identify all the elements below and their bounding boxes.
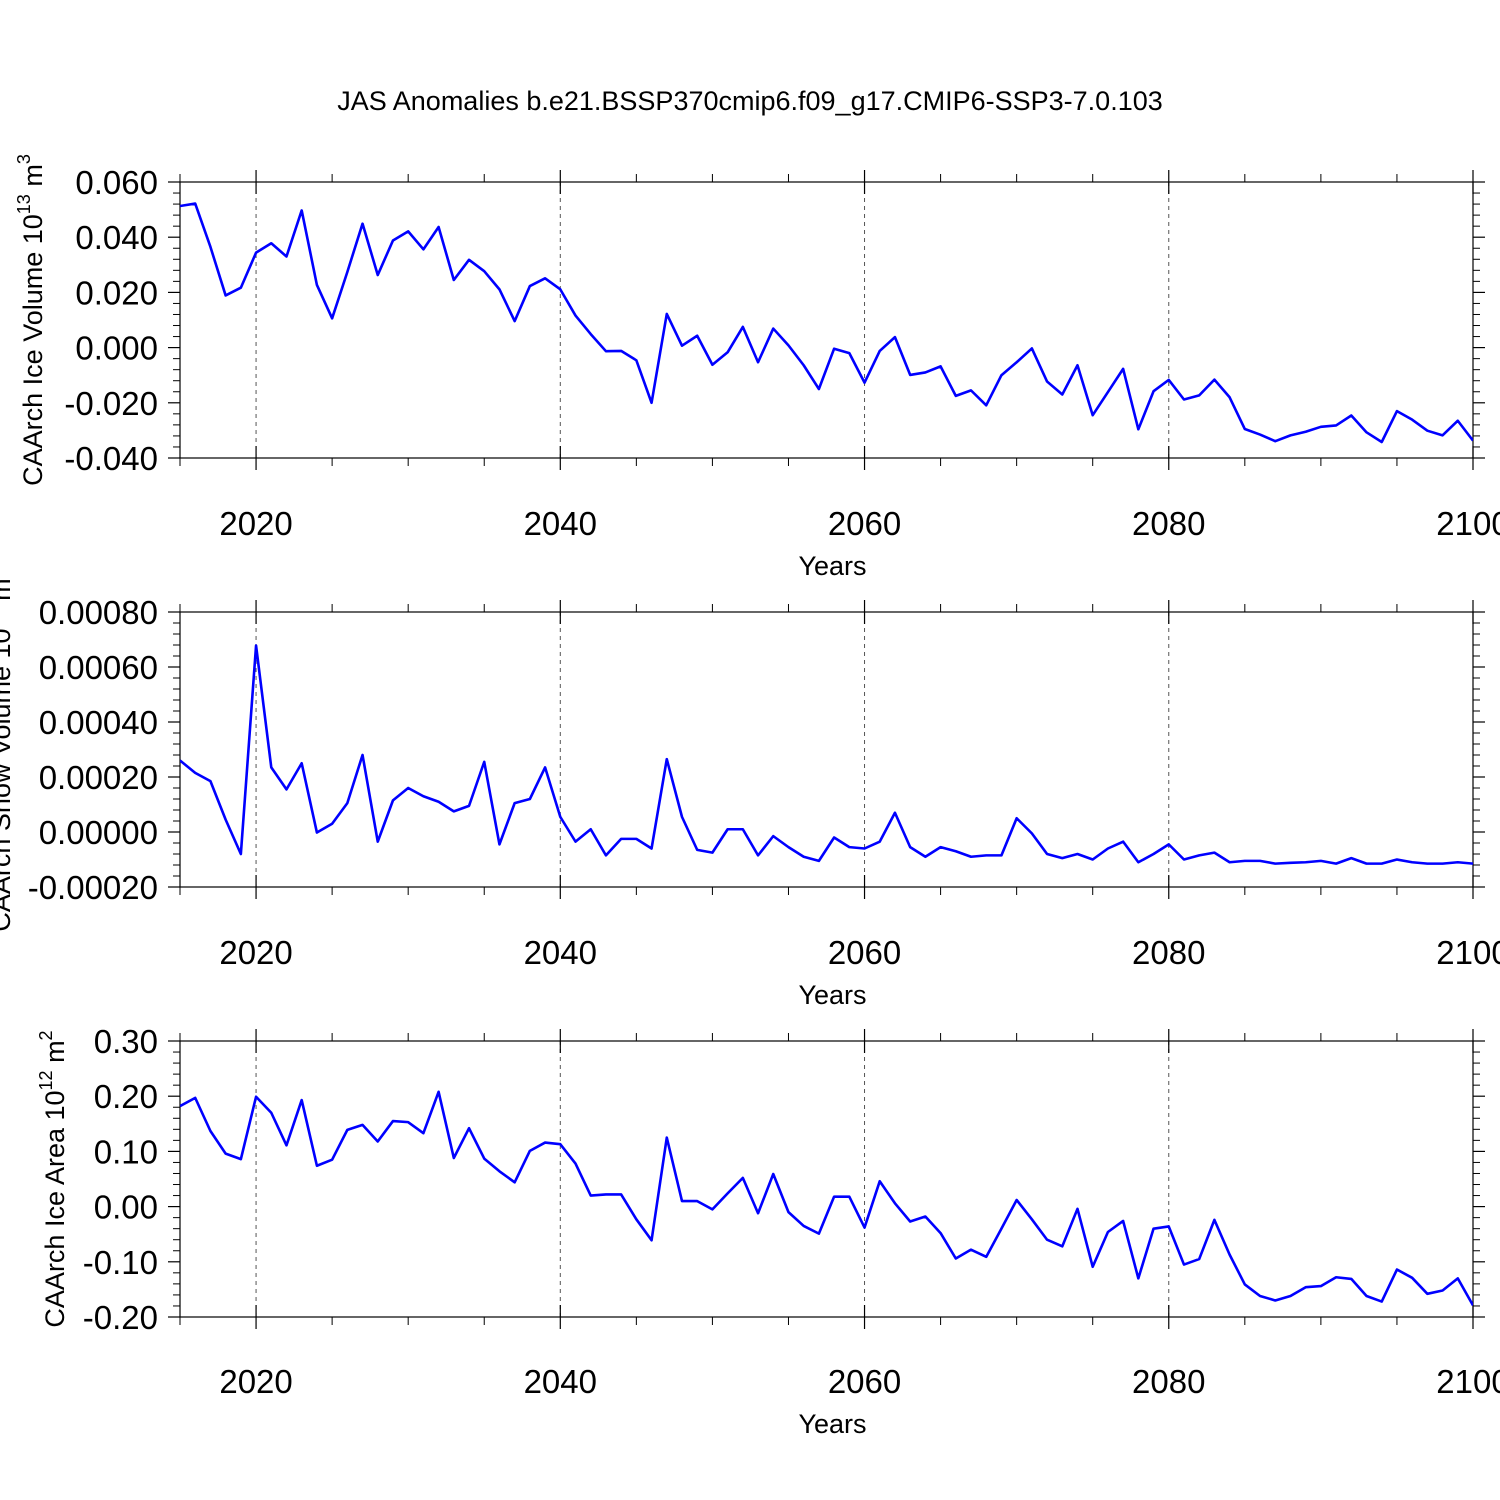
x-tick-label: 2020 <box>219 505 292 542</box>
y-axis-label: CAArch Ice Area 1012 m2 <box>36 1030 70 1327</box>
y-axis-label-unit: m <box>18 164 48 194</box>
y-tick-label: 0.020 <box>75 274 158 311</box>
y-axis-label-text: CAArch Ice Volume 10 <box>18 214 48 486</box>
x-tick-label: 2100 <box>1436 934 1500 971</box>
x-tick-label: 2040 <box>524 1363 597 1400</box>
y-tick-label: 0.000 <box>75 330 158 367</box>
panel-snow-volume: -0.00020 0.00000 0.00020 0.00040 0.00060 0.00… <box>0 568 1500 1010</box>
plot-frame <box>179 1040 1474 1318</box>
y-axis-label-unit-exponent: 3 <box>0 568 2 578</box>
y-tick-label: 0.10 <box>94 1133 158 1170</box>
y-tick-label: 0.00000 <box>39 814 158 851</box>
panel-ice-volume: -0.040 -0.020 0.000 0.020 0.040 0.060 2020 2040… <box>14 154 1500 581</box>
x-tick-label: 2020 <box>219 1363 292 1400</box>
x-tick-label: 2080 <box>1132 1363 1205 1400</box>
y-axis-label-exponent: 12 <box>36 1070 56 1090</box>
x-tick-label: 2040 <box>524 505 597 542</box>
y-axis-label-text: CAArch Snow Volume 10 <box>0 628 16 931</box>
x-tick-label: 2060 <box>828 1363 901 1400</box>
y-tick-label: 0.20 <box>94 1078 158 1115</box>
y-axis-label-exponent: 13 <box>0 608 2 628</box>
x-tick-label: 2060 <box>828 505 901 542</box>
data-series-line <box>180 644 1473 865</box>
x-tick-label: 2100 <box>1436 505 1500 542</box>
y-axis-label-unit-exponent: 2 <box>36 1030 56 1040</box>
y-tick-label: 0.00020 <box>39 759 158 796</box>
plot-frame <box>179 181 1474 459</box>
y-tick-label: 0.060 <box>75 164 158 201</box>
y-tick-label: -0.020 <box>64 385 158 422</box>
y-axis-label-exponent: 13 <box>14 194 34 214</box>
x-axis-label: Years <box>798 980 866 1010</box>
panel-ice-area: -0.20 -0.10 0.00 0.10 0.20 0.30 2020 2040 2060 20… <box>36 1023 1500 1439</box>
y-tick-label: 0.040 <box>75 219 158 256</box>
plot-frame <box>179 611 1474 888</box>
x-tick-label: 2020 <box>219 934 292 971</box>
y-tick-label: -0.20 <box>83 1299 158 1336</box>
y-tick-label: 0.00 <box>94 1189 158 1226</box>
y-tick-label: -0.040 <box>64 440 158 477</box>
y-axis-label-unit: m <box>40 1040 70 1070</box>
y-tick-label: 0.00060 <box>39 649 158 686</box>
x-axis-label: Years <box>798 551 866 581</box>
y-tick-label: 0.30 <box>94 1023 158 1060</box>
y-tick-label: -0.00020 <box>28 869 158 906</box>
data-series-line <box>180 1090 1473 1307</box>
y-axis-label: CAArch Snow Volume 1013 m3 <box>0 568 16 931</box>
y-tick-label: -0.10 <box>83 1244 158 1281</box>
y-axis-label: CAArch Ice Volume 1013 m3 <box>14 154 48 486</box>
y-tick-label: 0.00080 <box>39 594 158 631</box>
y-axis-label-text: CAArch Ice Area 10 <box>40 1090 70 1327</box>
x-tick-label: 2060 <box>828 934 901 971</box>
x-tick-label: 2080 <box>1132 934 1205 971</box>
x-tick-label: 2100 <box>1436 1363 1500 1400</box>
chart-title: JAS Anomalies b.e21.BSSP370cmip6.f09_g17… <box>337 86 1163 116</box>
y-axis-label-unit: m <box>0 578 16 608</box>
y-tick-label: 0.00040 <box>39 704 158 741</box>
x-axis-label: Years <box>798 1409 866 1439</box>
x-tick-label: 2040 <box>524 934 597 971</box>
y-axis-label-unit-exponent: 3 <box>14 154 34 164</box>
data-series-line <box>180 202 1473 444</box>
x-tick-label: 2080 <box>1132 505 1205 542</box>
